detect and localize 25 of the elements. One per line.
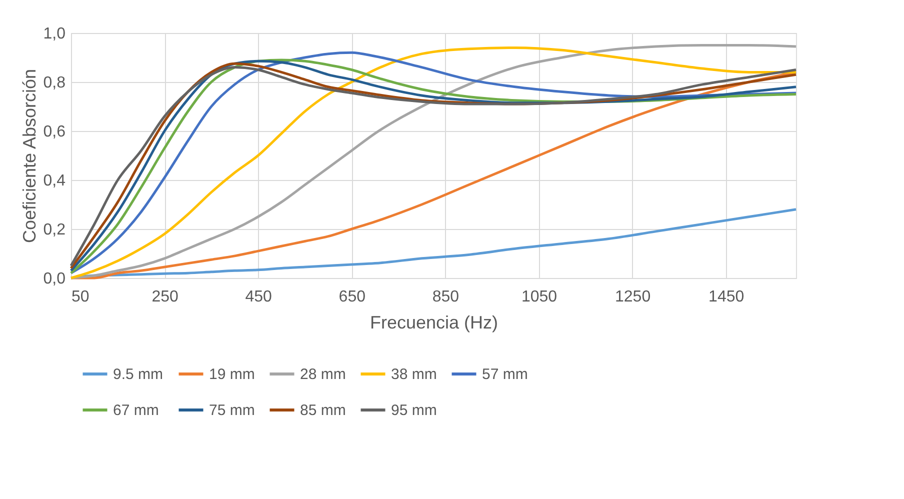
legend-label: 75 mm	[209, 402, 255, 419]
x-tick-label: 850	[432, 288, 460, 306]
x-tick-label: 1050	[521, 288, 558, 306]
x-axis-title: Frecuencia (Hz)	[370, 312, 498, 332]
x-tick-label: 250	[152, 288, 178, 306]
legend-label: 67 mm	[113, 402, 159, 419]
x-tick-label: 1450	[708, 288, 744, 306]
x-tick-label: 50	[72, 288, 90, 306]
x-tick-label: 1250	[614, 288, 651, 306]
legend-label: 85 mm	[300, 402, 346, 419]
x-tick-label: 650	[338, 288, 366, 306]
legend-label: 28 mm	[300, 366, 346, 383]
y-axis-title: Coeficiente Absorción	[19, 68, 40, 244]
x-tick-label: 450	[245, 288, 272, 306]
legend-label: 57 mm	[482, 366, 528, 383]
y-tick-label: 0,2	[43, 222, 66, 238]
y-tick-label: 1,0	[43, 26, 66, 42]
y-tick-label: 0,4	[43, 172, 66, 190]
legend-label: 95 mm	[391, 402, 437, 419]
legend-label: 19 mm	[209, 366, 255, 383]
legend-label: 38 mm	[391, 366, 437, 383]
y-tick-label: 0,6	[43, 124, 66, 140]
legend-label: 9.5 mm	[113, 366, 164, 383]
y-tick-label: 0,0	[43, 270, 66, 288]
y-tick-label: 0,8	[43, 74, 66, 92]
